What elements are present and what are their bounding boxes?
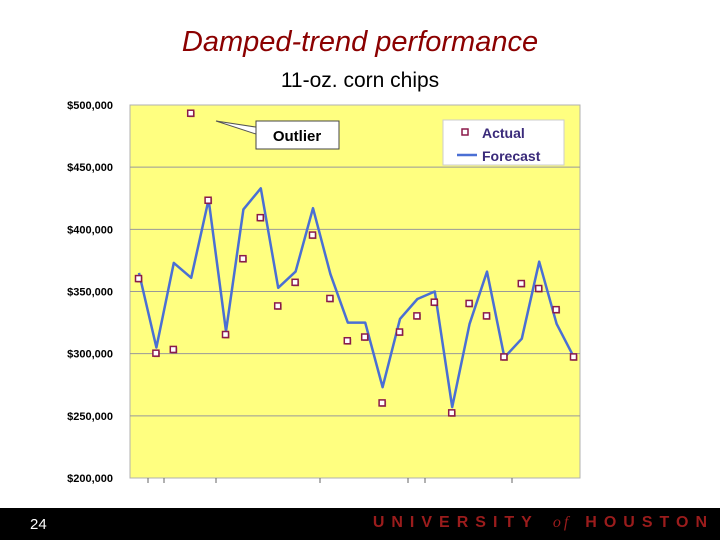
footer-bar: 24 UNIVERSITY of HOUSTON — [0, 508, 720, 540]
actual-point — [552, 305, 560, 314]
y-tick-label: $400,000 — [67, 224, 113, 236]
y-tick-label: $200,000 — [67, 473, 113, 485]
actual-point — [465, 299, 473, 308]
legend-label-actual: Actual — [482, 125, 525, 141]
legend-box — [442, 119, 565, 166]
actual-point — [534, 284, 543, 293]
actual-point — [308, 231, 317, 239]
y-tick-label: $500,000 — [67, 100, 113, 112]
actual-point — [239, 254, 247, 263]
page-number: 24 — [30, 516, 47, 533]
y-tick-label: $450,000 — [67, 162, 113, 174]
legend-label-forecast: Forecast — [482, 148, 541, 164]
actual-point — [569, 353, 578, 361]
actual-point — [343, 336, 352, 345]
actual-point — [152, 349, 160, 357]
brand-of: of — [552, 514, 572, 531]
brand-houston: HOUSTON — [585, 514, 714, 531]
actual-point — [482, 312, 491, 320]
outlier-callout-box — [255, 120, 340, 150]
legend-marker-actual — [461, 128, 469, 136]
chart: $500,000 $450,000 $400,000 $350,000 $300,000… — [67, 100, 581, 485]
actual-point — [273, 302, 282, 310]
y-tick-label: $300,000 — [67, 349, 113, 361]
actual-point — [186, 109, 195, 117]
actual-point — [169, 345, 178, 354]
chart-subtitle: 11-oz. corn chips — [280, 69, 440, 92]
outlier-callout-label: Outlier — [273, 128, 322, 145]
y-tick-label: $250,000 — [67, 411, 113, 423]
actual-point — [413, 312, 421, 320]
actual-point — [447, 409, 456, 417]
actual-point — [430, 298, 439, 306]
actual-point — [134, 274, 143, 283]
actual-point — [360, 333, 369, 341]
actual-point — [204, 196, 212, 204]
y-tick-label: $350,000 — [67, 287, 113, 299]
forecast-line — [137, 187, 576, 409]
chart-title: Damped-trend performance — [181, 26, 539, 58]
actual-point — [221, 330, 230, 339]
actual-point — [395, 328, 404, 336]
brand-university: UNIVERSITY — [372, 514, 539, 531]
actual-point — [378, 399, 386, 407]
actual-point — [256, 213, 265, 222]
actual-point — [517, 279, 526, 288]
actual-point — [500, 353, 508, 361]
university-brand: UNIVERSITY of HOUSTON — [373, 514, 714, 532]
actual-point — [291, 278, 299, 287]
actual-point — [326, 294, 334, 303]
